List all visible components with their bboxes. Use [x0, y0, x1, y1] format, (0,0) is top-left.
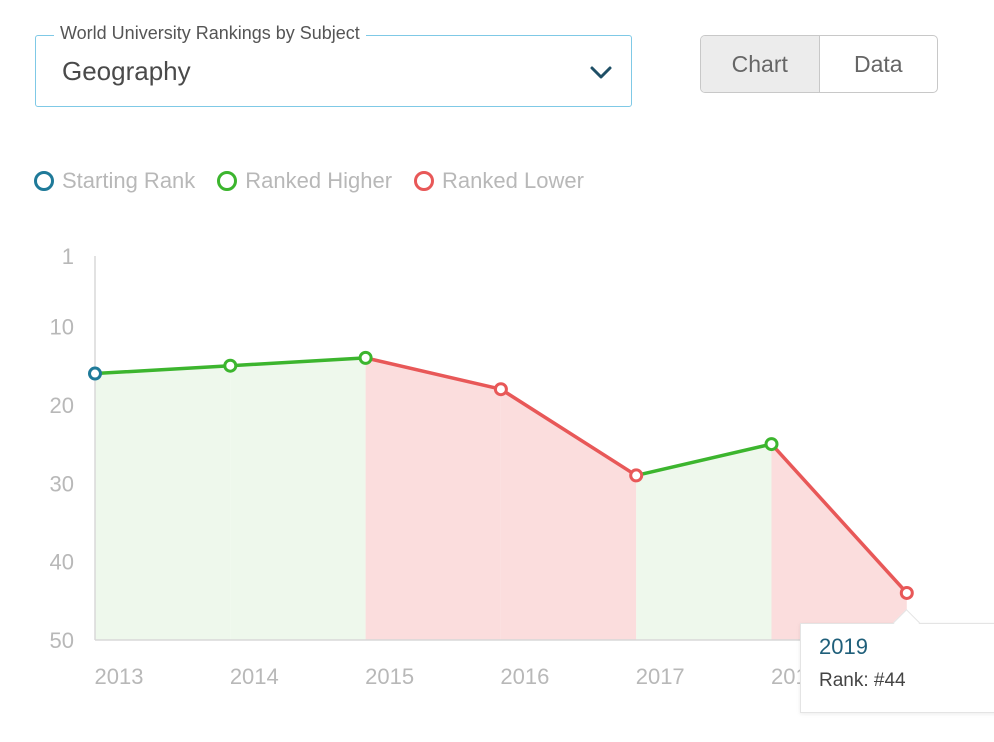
area-segment-2015 — [365, 357, 501, 640]
data-point-2017 — [629, 468, 644, 483]
y-tick-label: 40 — [50, 550, 74, 575]
x-tick-label: 2017 — [636, 664, 685, 689]
y-tick-label: 1 — [62, 244, 74, 269]
line-segment-2017 — [634, 442, 774, 478]
chevron-down-icon — [590, 66, 612, 79]
area-segment-2013 — [95, 365, 231, 640]
view-toggle: Chart Data — [700, 35, 938, 93]
legend-label: Ranked Higher — [245, 168, 393, 193]
line-segment-2014 — [228, 356, 368, 368]
dropdown-label: World University Rankings by Subject — [54, 23, 366, 44]
tooltip-year: 2019 — [819, 634, 868, 659]
subject-dropdown[interactable]: World University Rankings by Subject Geo… — [35, 23, 632, 107]
y-tick-label: 20 — [50, 393, 74, 418]
data-point-2014 — [223, 358, 238, 373]
legend-marker-higher — [217, 171, 238, 191]
y-tick-label: 50 — [50, 628, 74, 653]
chart-legend: Starting Rank Ranked Higher Ranked Lower — [34, 168, 606, 194]
area-segment-2017 — [636, 444, 772, 640]
legend-marker-lower — [414, 171, 435, 191]
data-point-2016 — [493, 382, 508, 397]
legend-item-starting-rank[interactable]: Starting Rank — [34, 168, 195, 194]
data-point-2019 — [899, 585, 914, 600]
y-tick-label: 30 — [50, 471, 74, 496]
chart-view-button[interactable]: Chart — [701, 36, 820, 92]
x-tick-label: 2016 — [500, 664, 549, 689]
line-segment-2013 — [93, 363, 233, 376]
line-segment-2016 — [499, 387, 638, 478]
data-view-button[interactable]: Data — [853, 50, 903, 77]
data-point-2015 — [358, 350, 373, 365]
line-segment-2018 — [769, 442, 909, 595]
legend-item-ranked-lower[interactable]: Ranked Lower — [414, 168, 584, 194]
point-tooltip: 2019 Rank: #44 — [800, 623, 994, 713]
dropdown-selected-value: Geography — [62, 56, 191, 86]
line-segment-2015 — [363, 356, 503, 391]
x-tick-label: 2015 — [365, 664, 414, 689]
data-point-2018 — [764, 437, 779, 452]
area-segment-2014 — [230, 357, 366, 640]
legend-label: Ranked Lower — [442, 168, 584, 193]
area-segment-2016 — [500, 389, 637, 640]
legend-item-ranked-higher[interactable]: Ranked Higher — [217, 168, 392, 194]
x-tick-label: 2014 — [230, 664, 279, 689]
y-tick-label: 10 — [50, 315, 74, 340]
x-tick-label: 2013 — [95, 664, 144, 689]
tooltip-rank: Rank: #44 — [819, 670, 906, 691]
area-segment-2018 — [771, 444, 907, 640]
legend-label: Starting Rank — [62, 168, 196, 193]
legend-marker-start — [34, 171, 54, 191]
data-point-2013 — [88, 366, 102, 381]
